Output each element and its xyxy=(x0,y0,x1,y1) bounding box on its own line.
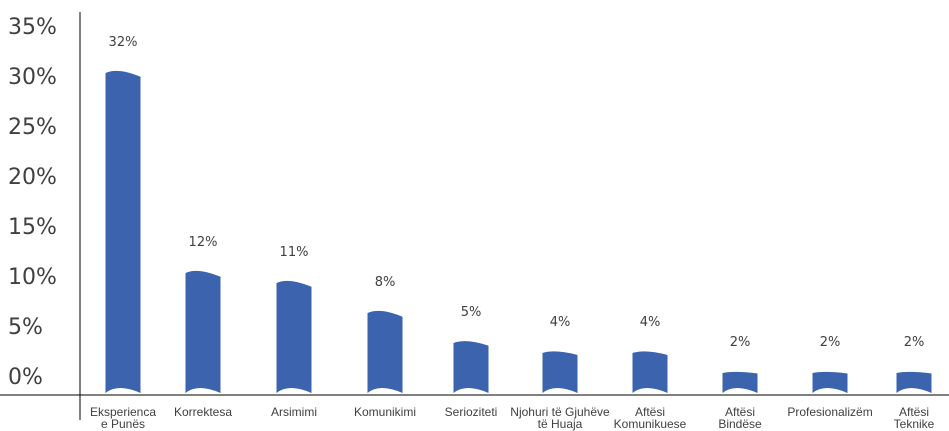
bar xyxy=(632,351,668,393)
bar xyxy=(542,351,578,393)
bar-value-label: 8% xyxy=(375,275,396,290)
bar xyxy=(896,371,932,393)
x-tick-label: Aftësi xyxy=(725,405,755,419)
y-tick-label: 30% xyxy=(8,65,57,90)
y-tick-label: 5% xyxy=(8,315,43,340)
x-tick-label: Seriozitetі xyxy=(445,405,498,419)
bar xyxy=(276,280,312,393)
bar xyxy=(812,371,848,393)
x-tick-label: Komunikimi xyxy=(354,405,416,419)
bar-value-label: 5% xyxy=(461,305,482,320)
x-tick-label: Bindëse xyxy=(718,417,762,431)
y-tick-label: 35% xyxy=(8,15,57,40)
bar-value-label: 32% xyxy=(109,35,138,50)
x-tick-label: e Punës xyxy=(101,417,145,431)
bar xyxy=(453,341,489,393)
x-tick-label: Eksperienca xyxy=(90,405,156,419)
bar-value-label: 2% xyxy=(730,335,751,350)
y-tick-label: 25% xyxy=(8,115,57,140)
bar xyxy=(722,371,758,393)
x-tick-label: Profesionalizëm xyxy=(787,405,872,419)
x-tick-label: Aftësi xyxy=(899,405,929,419)
bar-value-label: 12% xyxy=(189,235,218,250)
bar xyxy=(367,310,403,393)
bar-value-label: 4% xyxy=(550,315,571,330)
x-tick-label: Arsimimi xyxy=(271,405,317,419)
y-tick-label: 20% xyxy=(8,165,57,190)
x-tick-label: Njohuri të Gjuhëve xyxy=(510,405,610,419)
bars xyxy=(105,70,932,393)
y-axis-labels: 0% 5% 10% 15% 20% 25% 30% 35% xyxy=(8,15,57,390)
x-tick-label: Komunikuese xyxy=(614,417,687,431)
value-labels: 32% 12% 11% 8% 5% 4% 4% 2% 2% 2% xyxy=(109,35,925,350)
x-tick-label: Teknike xyxy=(894,417,935,431)
bar-value-label: 11% xyxy=(280,245,309,260)
y-tick-label: 10% xyxy=(8,265,57,290)
bar-value-label: 2% xyxy=(904,335,925,350)
bar-value-label: 4% xyxy=(640,315,661,330)
bar xyxy=(105,70,141,393)
x-tick-label: Aftësi xyxy=(635,405,665,419)
y-tick-label: 15% xyxy=(8,215,57,240)
x-tick-label: Korrektesa xyxy=(174,405,232,419)
bar-value-label: 2% xyxy=(820,335,841,350)
bar xyxy=(185,270,221,393)
y-tick-label: 0% xyxy=(8,365,43,390)
x-tick-label: të Huaja xyxy=(538,417,583,431)
